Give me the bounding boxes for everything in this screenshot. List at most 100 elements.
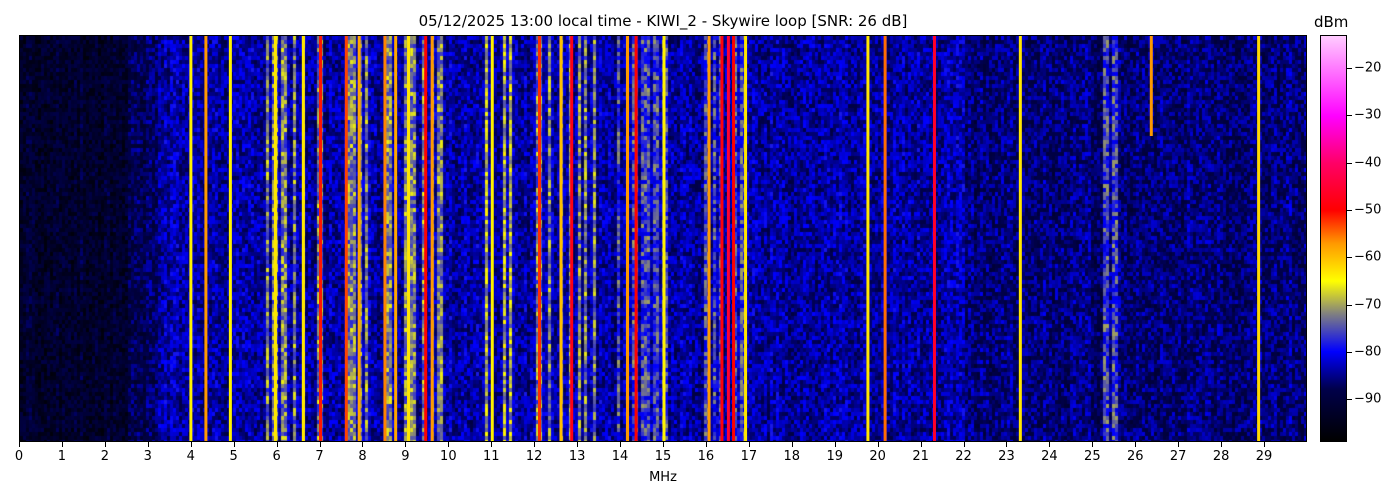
carrier-13 (490, 36, 494, 441)
x-tick (705, 442, 707, 447)
x-tick-label: 10 (440, 449, 457, 464)
x-tick-label: 25 (1084, 449, 1101, 464)
carrier-16 (570, 36, 574, 441)
x-tick-label: 2 (100, 449, 109, 464)
colorbar-tick (1347, 210, 1352, 212)
x-tick (1135, 442, 1137, 447)
x-tick (61, 442, 63, 447)
x-tick-label: 27 (1169, 449, 1187, 464)
carrier-25 (866, 36, 870, 441)
carrier-5 (319, 36, 323, 441)
x-tick (748, 442, 750, 447)
x-tick (834, 442, 836, 447)
carrier-4 (301, 36, 305, 441)
colorbar-label: dBm (1314, 13, 1349, 31)
carrier-17 (626, 36, 630, 441)
x-tick-label: 5 (229, 449, 238, 464)
colorbar-tick (1347, 68, 1352, 70)
x-tick-label: 18 (783, 449, 801, 464)
carrier-28 (1018, 36, 1022, 441)
carrier-30 (1257, 36, 1261, 441)
x-tick-label: 12 (525, 449, 543, 464)
colorbar-tick-label: −80 (1354, 344, 1382, 360)
carrier-9 (394, 36, 398, 441)
carrier-22 (726, 36, 730, 441)
x-tick-label: 8 (358, 449, 367, 464)
x-tick (791, 442, 793, 447)
carrier-29 (1149, 36, 1153, 136)
carrier-11 (424, 36, 428, 441)
x-axis-label: MHz (649, 470, 677, 485)
x-tick-label: 7 (315, 449, 324, 464)
carrier-10 (407, 36, 411, 441)
colorbar-tick (1347, 162, 1352, 164)
x-tick (104, 442, 106, 447)
x-tick-label: 22 (955, 449, 972, 464)
x-tick (534, 442, 536, 447)
x-tick (233, 442, 235, 447)
x-tick (663, 442, 664, 447)
x-tick (147, 442, 149, 447)
carrier-23 (732, 36, 736, 441)
carrier-18 (634, 36, 638, 441)
colorbar-tick (1347, 399, 1352, 401)
x-tick (1006, 442, 1008, 447)
x-tick-label: 26 (1126, 449, 1144, 464)
x-tick-label: 14 (611, 449, 629, 464)
colorbar-tick-label: −50 (1354, 202, 1382, 218)
x-tick (319, 442, 321, 447)
x-tick (405, 442, 407, 447)
carrier-19 (662, 36, 666, 441)
x-tick (19, 442, 20, 447)
carrier-layer (189, 36, 1261, 441)
x-tick (362, 442, 364, 447)
carrier-3 (273, 36, 277, 441)
x-tick-label: 15 (654, 449, 672, 464)
carrier-8 (383, 36, 387, 441)
x-tick-label: 29 (1255, 449, 1273, 464)
carrier-2 (228, 36, 232, 441)
x-tick (491, 442, 493, 447)
x-tick (448, 442, 450, 447)
carrier-1 (204, 36, 208, 441)
x-tick-label: 20 (869, 449, 886, 464)
carrier-7 (357, 36, 361, 441)
colorbar (1320, 35, 1347, 442)
colorbar-tick-label: −30 (1354, 107, 1382, 123)
colorbar-tick-label: −60 (1354, 249, 1382, 265)
carrier-24 (744, 36, 748, 441)
x-tick (1264, 442, 1266, 447)
colorbar-tick-label: −20 (1354, 60, 1382, 76)
x-tick (1178, 442, 1180, 447)
x-tick-label: 16 (697, 449, 715, 464)
x-tick-label: 9 (401, 449, 410, 464)
x-tick-label: 23 (998, 449, 1015, 464)
x-tick (190, 442, 192, 447)
colorbar-tick (1347, 352, 1352, 354)
x-tick-label: 21 (912, 449, 929, 464)
x-tick-label: 19 (826, 449, 843, 464)
carrier-14 (537, 36, 541, 441)
carrier-20 (707, 36, 711, 441)
colorbar-tick (1347, 304, 1352, 306)
x-tick-label: 13 (568, 449, 586, 464)
x-tick-label: 24 (1041, 449, 1058, 464)
x-tick (577, 442, 579, 447)
carrier-15 (559, 36, 563, 441)
x-tick-label: 17 (740, 449, 758, 464)
colorbar-tick-label: −90 (1354, 391, 1382, 407)
x-tick (1092, 442, 1094, 447)
x-tick-label: 28 (1212, 449, 1230, 464)
carrier-0 (189, 36, 193, 441)
carrier-26 (883, 36, 887, 441)
x-tick (920, 442, 922, 447)
x-tick-label: 11 (482, 449, 500, 464)
x-tick (1221, 442, 1223, 447)
x-tick-label: 4 (186, 449, 195, 464)
carrier-12 (430, 36, 434, 441)
x-tick (963, 442, 965, 447)
x-tick (620, 442, 622, 447)
colorbar-tick (1347, 115, 1352, 117)
carrier-27 (932, 36, 936, 441)
chart-title: 05/12/2025 13:00 local time - KIWI_2 - S… (418, 12, 908, 30)
